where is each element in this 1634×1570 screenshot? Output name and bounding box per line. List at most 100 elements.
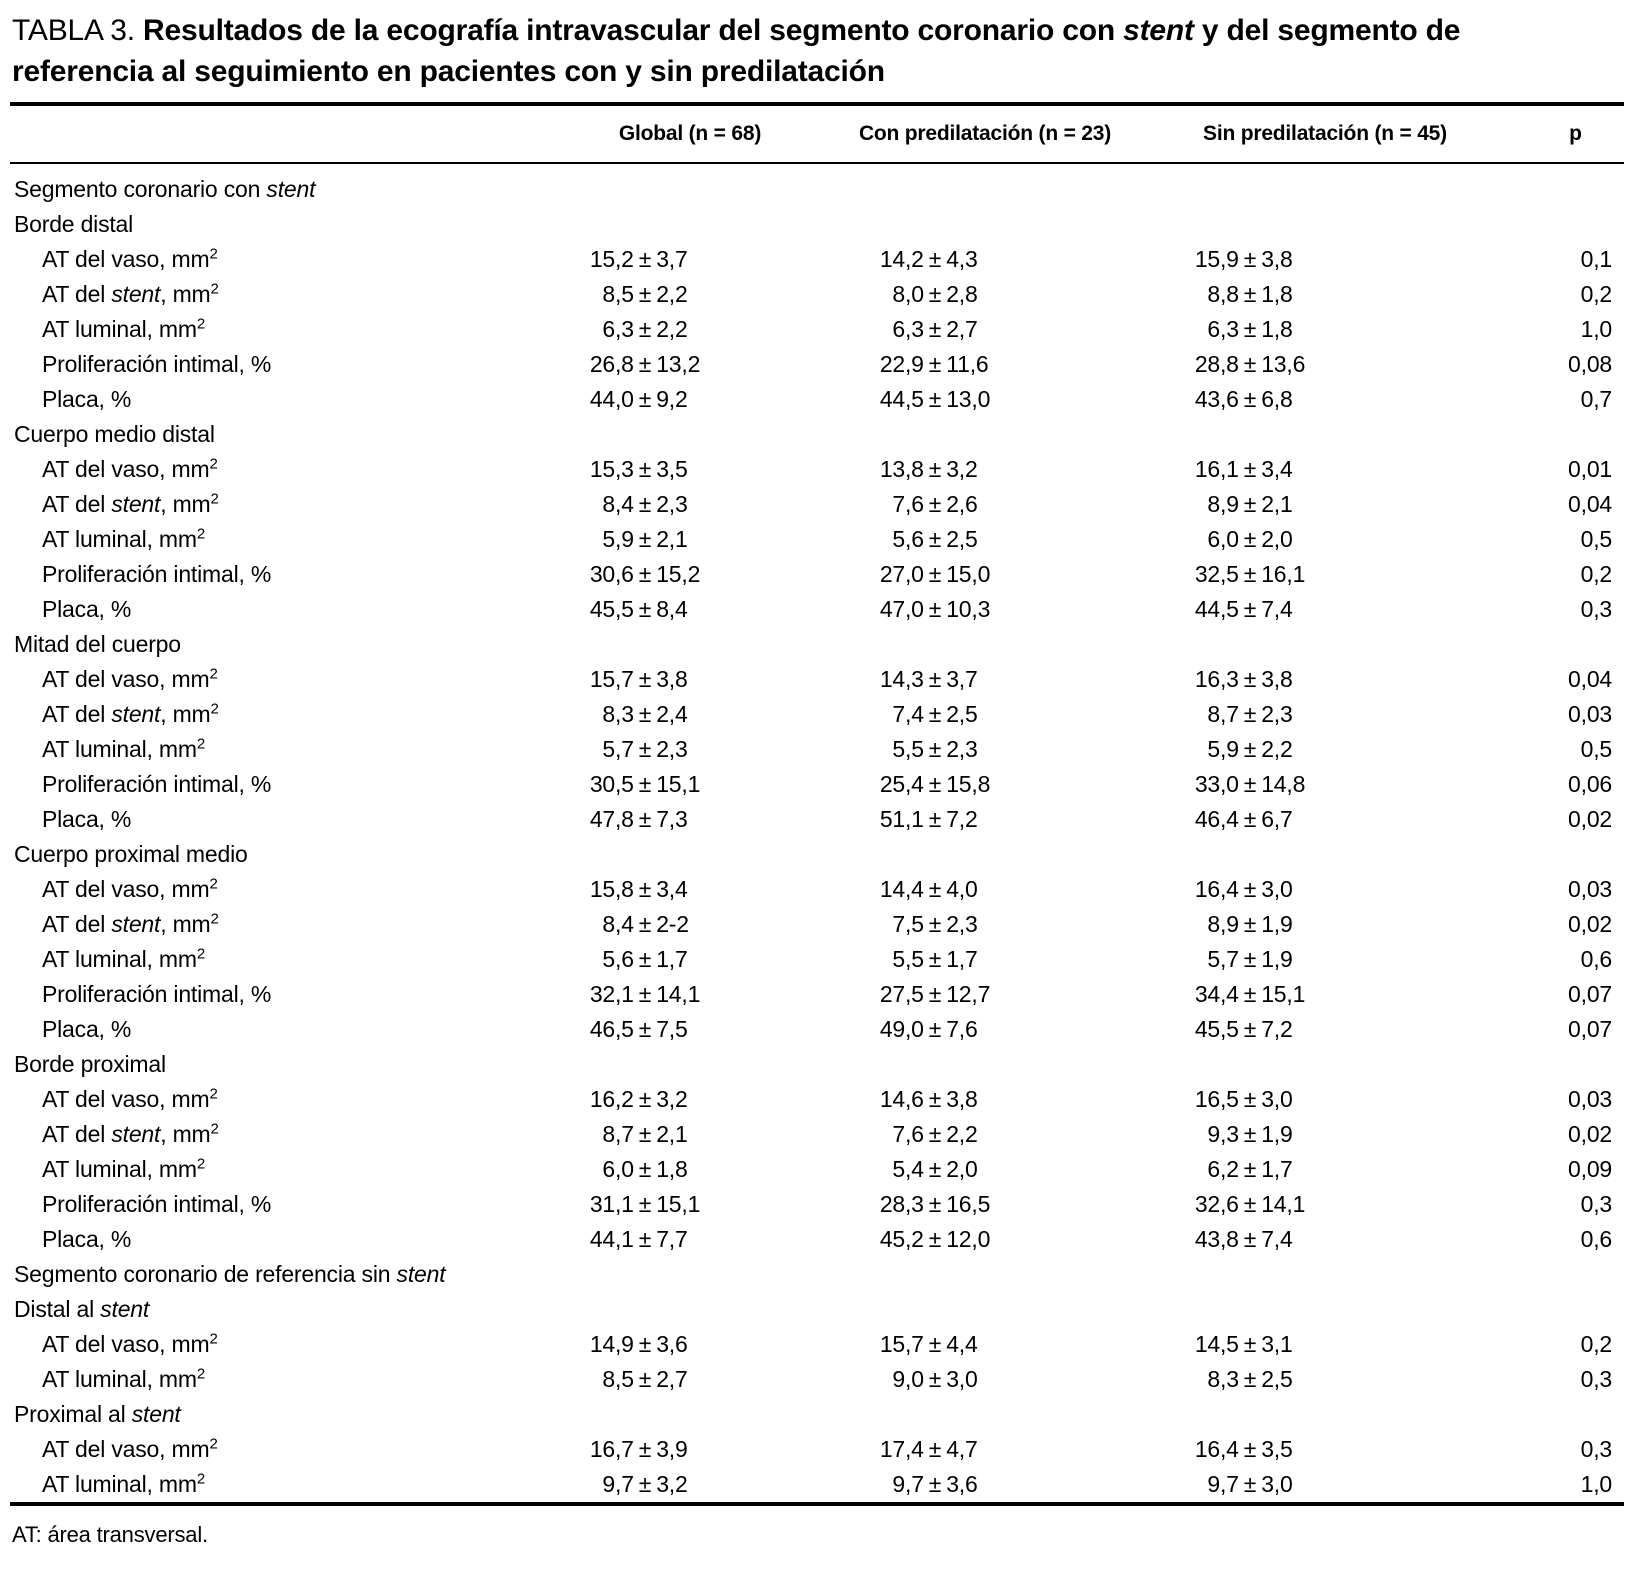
section-label: Segmento coronario de referencia sin ste… — [14, 1261, 446, 1287]
value-cell-con-predilatacion: 25,4 ±15,8 — [879, 771, 991, 797]
row-label: Placa, % — [42, 1016, 132, 1042]
row-label: AT luminal, mm2 — [42, 1155, 205, 1182]
data-row: AT del vaso, mm2 15,8 ±3,4 14,4 ±4,0 16,4 ±3,0… — [10, 872, 1624, 907]
value-cell-sin-predilatacion: 16,5 ±3,0 — [1194, 1086, 1293, 1112]
value-cell-global: 32,1 ±14,1 — [589, 981, 701, 1007]
p-value-cell: 0,3 — [1580, 1366, 1613, 1392]
data-row: Placa, % 44,0 ±9,2 44,5 ±13,0 43,6 ±6,8 0,7 — [10, 382, 1624, 417]
row-label: AT del stent, mm2 — [42, 700, 219, 727]
p-value-cell: 0,07 — [1568, 1016, 1612, 1042]
col-header-sin-predilatacion: Sin predilatación (n = 45) — [1203, 122, 1447, 145]
value-cell-con-predilatacion: 45,2 ±12,0 — [879, 1226, 991, 1252]
value-cell-global: 45,5 ±8,4 — [589, 596, 688, 622]
value-cell-global: 15,3 ±3,5 — [589, 456, 688, 482]
row-label: AT del stent, mm2 — [42, 1120, 219, 1147]
data-row: Proliferación intimal, % 26,8 ±13,2 22,9 ±11… — [10, 347, 1624, 382]
results-table: Global (n = 68) Con predilatación (n = 2… — [10, 102, 1624, 1506]
value-cell-sin-predilatacion: 5,7 ±1,9 — [1207, 946, 1293, 972]
value-cell-sin-predilatacion: 44,5 ±7,4 — [1194, 596, 1293, 622]
p-value-cell: 0,03 — [1568, 876, 1612, 902]
p-value-cell: 0,6 — [1580, 1226, 1613, 1252]
data-row: Placa, % 47,8 ±7,3 51,1 ±7,2 46,4 ±6,7 0,02 — [10, 802, 1624, 837]
value-cell-con-predilatacion: 28,3 ±16,5 — [879, 1191, 991, 1217]
value-cell-sin-predilatacion: 6,2 ±1,7 — [1207, 1156, 1293, 1182]
data-row: AT del vaso, mm2 14,9 ±3,6 15,7 ±4,4 14,5 ±3,1… — [10, 1327, 1624, 1362]
p-value-cell: 0,06 — [1568, 771, 1612, 797]
data-row: AT del vaso, mm2 16,7 ±3,9 17,4 ±4,7 16,4 ±3,5… — [10, 1432, 1624, 1467]
empty-cell — [525, 837, 1624, 872]
value-cell-global: 16,7 ±3,9 — [589, 1436, 688, 1462]
section-row: Cuerpo medio distal — [10, 417, 1624, 452]
p-value-cell: 0,01 — [1568, 456, 1612, 482]
section-row: Distal al stent — [10, 1292, 1624, 1327]
value-cell-sin-predilatacion: 8,7 ±2,3 — [1207, 701, 1293, 727]
value-cell-global: 44,1 ±7,7 — [589, 1226, 688, 1252]
data-row: AT luminal, mm2 9,7 ±3,2 9,7 ±3,6 9,7 ±3,0 1,0 — [10, 1467, 1624, 1504]
row-label: AT luminal, mm2 — [42, 735, 205, 762]
value-cell-con-predilatacion: 49,0 ±7,6 — [879, 1016, 978, 1042]
section-label: Distal al stent — [14, 1296, 150, 1322]
value-cell-global: 16,2 ±3,2 — [589, 1086, 688, 1112]
p-value-cell: 0,2 — [1580, 1331, 1613, 1357]
section-label: Proximal al stent — [14, 1401, 181, 1427]
value-cell-con-predilatacion: 9,0 ±3,0 — [892, 1366, 978, 1392]
empty-cell — [525, 207, 1624, 242]
data-row: Proliferación intimal, % 31,1 ±15,1 28,3 ±16… — [10, 1187, 1624, 1222]
data-row: AT del stent, mm2 8,4 ±2,3 7,6 ±2,6 8,9 ±2,1 0,… — [10, 487, 1624, 522]
value-cell-sin-predilatacion: 16,3 ±3,8 — [1194, 666, 1293, 692]
value-cell-con-predilatacion: 47,0 ±10,3 — [879, 596, 991, 622]
value-cell-con-predilatacion: 9,7 ±3,6 — [892, 1471, 978, 1497]
value-cell-con-predilatacion: 22,9 ±11,6 — [879, 351, 989, 377]
value-cell-con-predilatacion: 14,6 ±3,8 — [879, 1086, 978, 1112]
data-row: AT del vaso, mm2 15,3 ±3,5 13,8 ±3,2 16,1 ±3,4… — [10, 452, 1624, 487]
section-row: Cuerpo proximal medio — [10, 837, 1624, 872]
value-cell-global: 8,5 ±2,2 — [602, 281, 688, 307]
value-cell-con-predilatacion: 7,4 ±2,5 — [892, 701, 978, 727]
empty-cell — [525, 1292, 1624, 1327]
p-value-cell: 0,5 — [1580, 736, 1613, 762]
value-cell-global: 44,0 ±9,2 — [589, 386, 688, 412]
p-value-cell: 0,3 — [1580, 1436, 1613, 1462]
value-cell-con-predilatacion: 14,2 ±4,3 — [879, 246, 978, 272]
p-value-cell: 0,6 — [1580, 946, 1613, 972]
data-row: AT del vaso, mm2 16,2 ±3,2 14,6 ±3,8 16,5 ±3,0… — [10, 1082, 1624, 1117]
value-cell-sin-predilatacion: 45,5 ±7,2 — [1194, 1016, 1293, 1042]
data-row: Proliferación intimal, % 32,1 ±14,1 27,5 ±12… — [10, 977, 1624, 1012]
row-label: AT del stent, mm2 — [42, 910, 219, 937]
value-cell-sin-predilatacion: 16,4 ±3,5 — [1194, 1436, 1293, 1462]
row-label: Proliferación intimal, % — [42, 351, 272, 377]
row-label: AT luminal, mm2 — [42, 1470, 205, 1497]
table-caption: Resultados de la ecografía intravascular… — [12, 14, 1461, 88]
value-cell-sin-predilatacion: 6,3 ±1,8 — [1207, 316, 1293, 342]
row-label: AT del vaso, mm2 — [42, 455, 218, 482]
row-label: AT del vaso, mm2 — [42, 1330, 218, 1357]
value-cell-con-predilatacion: 7,6 ±2,6 — [892, 491, 978, 517]
value-cell-con-predilatacion: 27,0 ±15,0 — [879, 561, 991, 587]
p-value-cell: 1,0 — [1580, 1471, 1613, 1497]
p-value-cell: 0,09 — [1568, 1156, 1612, 1182]
value-cell-global: 8,3 ±2,4 — [602, 701, 688, 727]
section-label: Mitad del cuerpo — [14, 631, 181, 657]
table-footnote: AT: área transversal. — [12, 1522, 208, 1547]
value-cell-con-predilatacion: 17,4 ±4,7 — [879, 1436, 978, 1462]
data-row: AT del stent, mm2 8,3 ±2,4 7,4 ±2,5 8,7 ±2,3 0,… — [10, 697, 1624, 732]
value-cell-sin-predilatacion: 14,5 ±3,1 — [1194, 1331, 1293, 1357]
value-cell-global: 15,8 ±3,4 — [589, 876, 688, 902]
value-cell-global: 46,5 ±7,5 — [589, 1016, 688, 1042]
row-label: AT luminal, mm2 — [42, 525, 205, 552]
value-cell-con-predilatacion: 5,6 ±2,5 — [892, 526, 978, 552]
header-row: Global (n = 68) Con predilatación (n = 2… — [10, 104, 1624, 163]
data-row: AT luminal, mm2 5,7 ±2,3 5,5 ±2,3 5,9 ±2,2 0,5 — [10, 732, 1624, 767]
section-row: Proximal al stent — [10, 1397, 1624, 1432]
table-number: TABLA 3. — [12, 14, 144, 47]
table-title: TABLA 3. Resultados de la ecografía intr… — [12, 10, 1492, 92]
p-value-cell: 0,3 — [1580, 596, 1613, 622]
data-row: AT del stent, mm2 8,7 ±2,1 7,6 ±2,2 9,3 ±1,9 0,… — [10, 1117, 1624, 1152]
value-cell-sin-predilatacion: 8,3 ±2,5 — [1207, 1366, 1293, 1392]
value-cell-con-predilatacion: 14,4 ±4,0 — [879, 876, 978, 902]
row-label: AT del vaso, mm2 — [42, 1435, 218, 1462]
row-label: AT del stent, mm2 — [42, 490, 219, 517]
value-cell-sin-predilatacion: 43,8 ±7,4 — [1194, 1226, 1293, 1252]
p-value-cell: 0,03 — [1568, 701, 1612, 727]
